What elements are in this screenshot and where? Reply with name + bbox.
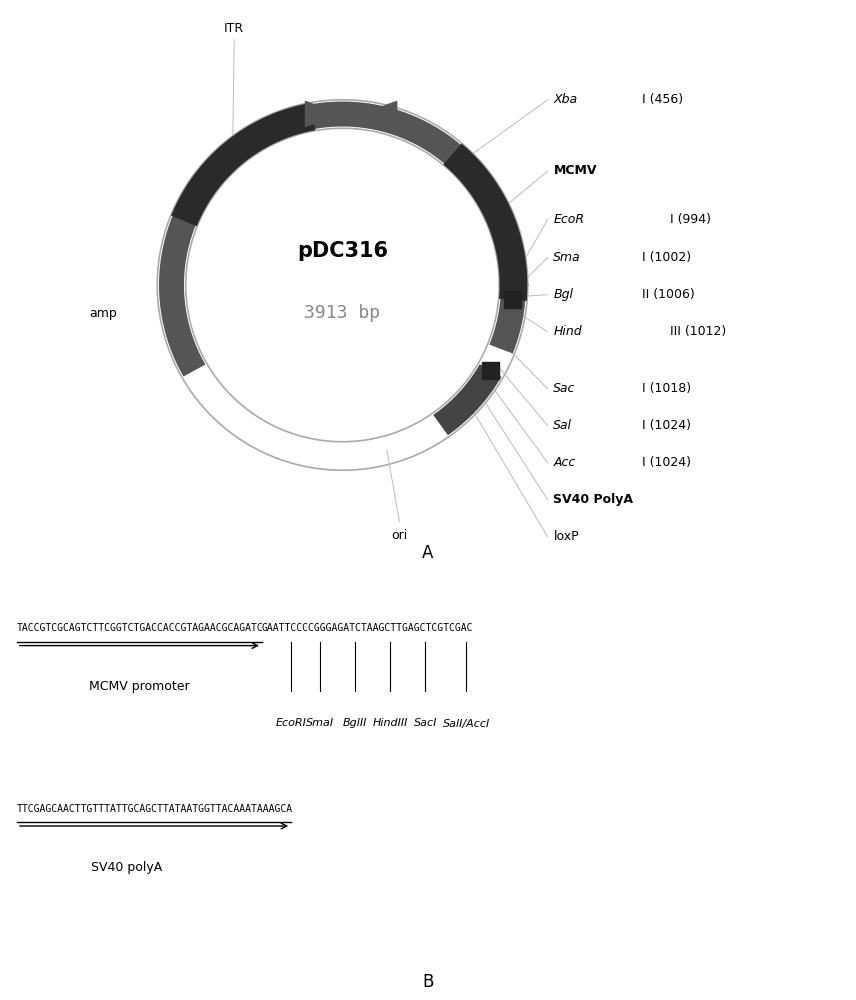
Text: II (1006): II (1006) xyxy=(638,288,695,301)
Text: BglII: BglII xyxy=(343,718,367,728)
Text: MCMV promoter: MCMV promoter xyxy=(89,680,190,693)
FancyBboxPatch shape xyxy=(504,291,521,308)
Text: SmaI: SmaI xyxy=(306,718,335,728)
Text: I (994): I (994) xyxy=(666,213,711,226)
Text: Sal: Sal xyxy=(553,419,573,432)
Text: SV40 polyA: SV40 polyA xyxy=(91,860,163,874)
Text: I (1024): I (1024) xyxy=(638,419,691,432)
Text: loxP: loxP xyxy=(553,530,579,543)
Text: I (1018): I (1018) xyxy=(638,382,691,395)
Text: SalI/AccI: SalI/AccI xyxy=(443,718,490,728)
Text: GAATTCCCCGGGAGATCTAAGCTTGAGCTCGTCGAC: GAATTCCCCGGGAGATCTAAGCTTGAGCTCGTCGAC xyxy=(262,623,473,633)
Text: 3913 bp: 3913 bp xyxy=(305,304,381,322)
Text: I (1024): I (1024) xyxy=(638,456,691,469)
FancyBboxPatch shape xyxy=(482,362,499,379)
Text: pDC316: pDC316 xyxy=(297,241,388,261)
Text: I (456): I (456) xyxy=(638,93,683,106)
Text: Sac: Sac xyxy=(553,382,576,395)
Polygon shape xyxy=(306,101,340,127)
Text: Acc: Acc xyxy=(553,456,575,469)
Text: EcoRI: EcoRI xyxy=(276,718,306,728)
Text: ITR: ITR xyxy=(224,22,244,35)
Text: A: A xyxy=(422,544,434,562)
Text: Sma: Sma xyxy=(553,251,581,264)
Text: SV40 PolyA: SV40 PolyA xyxy=(553,493,633,506)
Text: TTCGAGCAACTTGTTTATTGCAGCTTATAATGGTTACAAATAAAGCA: TTCGAGCAACTTGTTTATTGCAGCTTATAATGGTTACAAA… xyxy=(17,804,293,814)
Text: EcoR: EcoR xyxy=(553,213,585,226)
Text: TACCGTCGCAGTCTTCGGTCTGACCACCGTAGAACGCAGATC: TACCGTCGCAGTCTTCGGTCTGACCACCGTAGAACGCAGA… xyxy=(17,623,264,633)
Text: III (1012): III (1012) xyxy=(666,325,727,338)
Text: MCMV: MCMV xyxy=(553,164,597,178)
Text: amp: amp xyxy=(89,307,117,320)
Text: ori: ori xyxy=(391,529,407,542)
Text: Hind: Hind xyxy=(553,325,582,338)
Text: SacI: SacI xyxy=(413,718,437,728)
Text: Bgl: Bgl xyxy=(553,288,574,301)
Text: HindIII: HindIII xyxy=(372,718,408,728)
Polygon shape xyxy=(362,101,396,127)
Text: B: B xyxy=(422,973,434,991)
Text: I (1002): I (1002) xyxy=(638,251,691,264)
Text: Xba: Xba xyxy=(553,93,578,106)
